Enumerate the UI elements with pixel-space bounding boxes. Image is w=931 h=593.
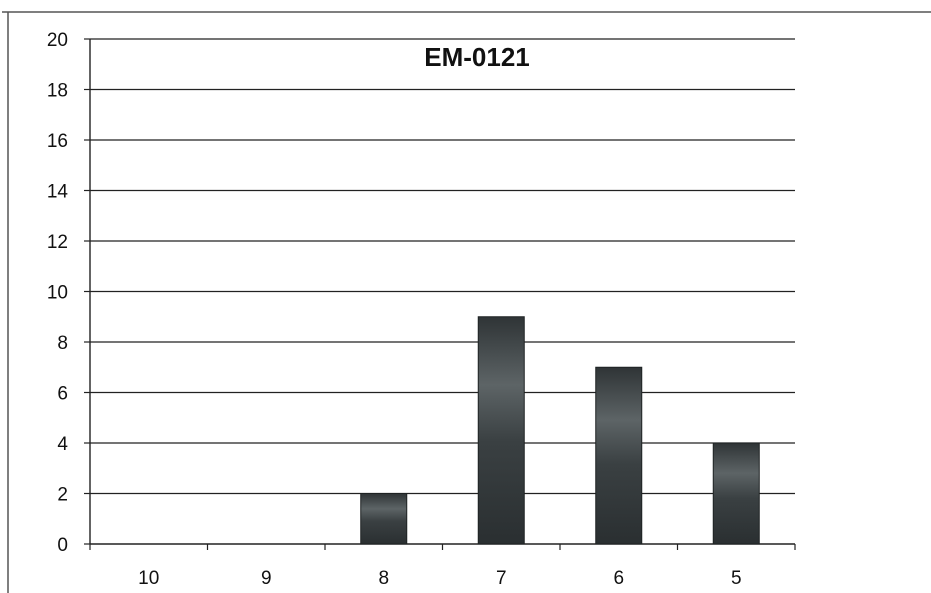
bar-8 <box>360 493 408 545</box>
x-tick-label: 8 <box>378 568 389 589</box>
y-tick-label: 16 <box>47 131 68 152</box>
chart-title: EM-0121 <box>424 42 530 72</box>
y-tick-label: 12 <box>47 232 68 253</box>
y-tick-label: 8 <box>57 333 68 354</box>
y-tick-labels: 0 2 4 6 8 10 12 14 16 18 20 <box>47 30 69 556</box>
axes <box>84 38 796 550</box>
y-tick-label: 4 <box>57 434 68 455</box>
x-tick-label: 9 <box>261 568 272 589</box>
y-tick-label: 20 <box>47 30 68 51</box>
gridlines <box>90 38 795 495</box>
bar-5 <box>712 442 760 545</box>
y-tick-label: 10 <box>47 283 68 304</box>
x-tick-label: 10 <box>138 568 159 589</box>
bar-6 <box>595 366 643 545</box>
x-tick-label: 5 <box>731 568 742 589</box>
x-tick-labels: 10 9 8 7 6 5 <box>138 568 741 589</box>
x-tick-label: 7 <box>496 568 507 589</box>
x-tick-label: 6 <box>613 568 624 589</box>
y-tick-label: 0 <box>57 535 68 556</box>
bar-7 <box>477 316 525 545</box>
y-tick-label: 2 <box>57 485 68 506</box>
y-tick-label: 18 <box>47 81 68 102</box>
y-tick-label: 6 <box>57 384 68 405</box>
bars <box>360 316 760 545</box>
y-tick-label: 14 <box>47 182 69 203</box>
